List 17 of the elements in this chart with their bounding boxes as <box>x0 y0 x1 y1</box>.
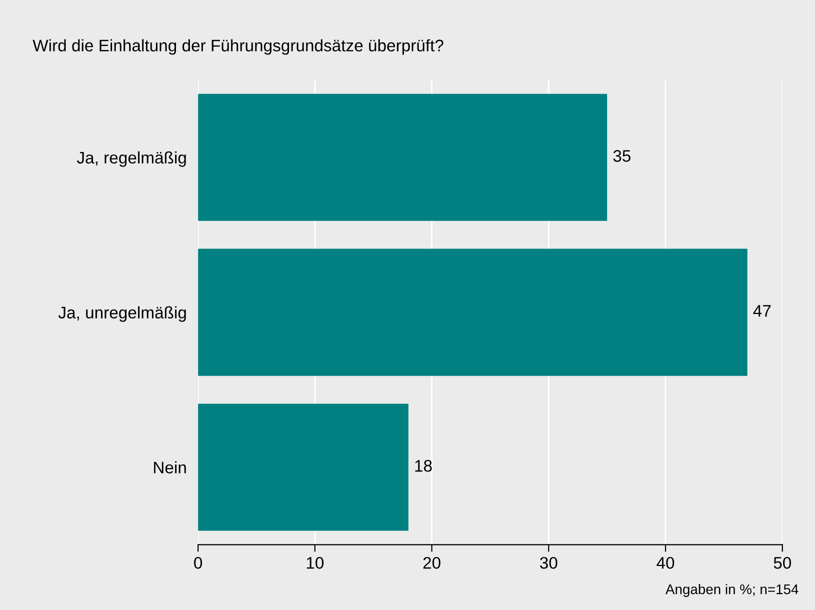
text: Angaben in %; n=154 <box>666 584 798 597</box>
x-tick-label: 20 <box>423 556 440 569</box>
data-label: 35 <box>613 150 630 162</box>
x-tick-label: 30 <box>540 556 558 569</box>
data-label: 18 <box>415 460 432 472</box>
y-tick-label: Ja, regelmäßig <box>76 151 186 167</box>
x-tick-label: 40 <box>656 556 674 569</box>
x-tick-label: 10 <box>306 556 324 569</box>
data-label: 47 <box>753 305 771 317</box>
bar <box>198 404 408 531</box>
x-tick-label: 50 <box>774 556 792 569</box>
chart-title: Wird die Einhaltung der Führungsgrundsätze überprüft? <box>32 39 444 55</box>
bar <box>198 94 608 221</box>
bar <box>198 248 748 376</box>
x-tick-label: 0 <box>194 556 202 569</box>
y-tick-label: Ja, unregelmäßig <box>58 306 186 322</box>
y-tick-label: Nein <box>154 461 186 474</box>
